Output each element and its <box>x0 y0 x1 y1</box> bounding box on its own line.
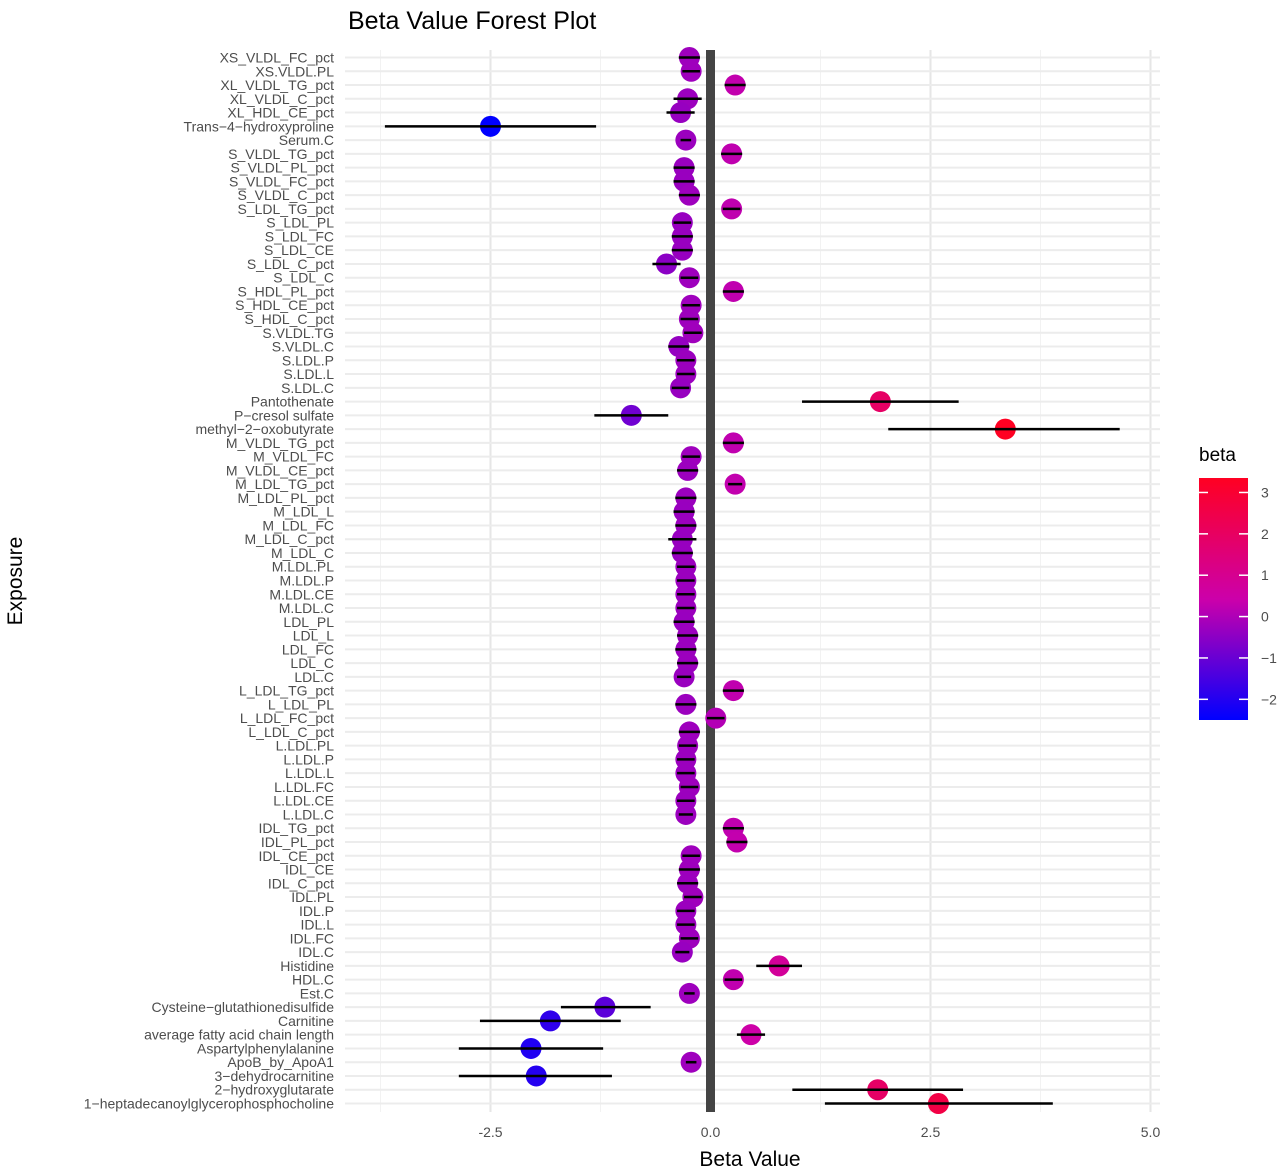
y-tick-label: L_LDL_C_pct <box>248 724 334 740</box>
y-tick-label: S_LDL_C_pct <box>247 256 334 272</box>
y-tick-label: S_HDL_CE_pct <box>235 297 334 313</box>
y-tick-label: S.VLDL.TG <box>262 325 334 341</box>
y-tick-label: LDL.C <box>294 669 334 685</box>
y-tick-label: S_LDL_FC <box>265 228 334 244</box>
y-tick-label: L.LDL.CE <box>273 793 334 809</box>
y-tick-label: M_LDL_PL_pct <box>237 490 334 506</box>
y-tick-label: M.LDL.PL <box>272 559 334 575</box>
y-tick-label: Trans−4−hydroxyproline <box>184 118 335 134</box>
y-tick-label: L.LDL.FC <box>274 779 334 795</box>
y-tick-label: S_VLDL_PL_pct <box>230 160 334 176</box>
y-tick-label: S.LDL.C <box>281 380 334 396</box>
legend-tick-label: 2 <box>1261 526 1269 542</box>
y-tick-label: XL_HDL_CE_pct <box>227 105 334 121</box>
y-tick-label: S.LDL.L <box>283 366 334 382</box>
y-tick-label: Histidine <box>280 958 334 974</box>
y-tick-label: S_HDL_C_pct <box>245 311 335 327</box>
y-tick-label: S_LDL_CE <box>264 242 334 258</box>
forest-rows: XS_VLDL_FC_pctXS.VLDL.PLXL_VLDL_TG_pctXL… <box>84 47 1120 1114</box>
y-tick-label: M_LDL_C <box>271 545 334 561</box>
y-tick-label: LDL_FC <box>282 641 334 657</box>
legend: beta 3 2 1 0 −1 −2 <box>1199 445 1277 720</box>
y-tick-label: HDL.C <box>292 972 334 988</box>
y-tick-label: S.LDL.P <box>282 352 334 368</box>
grid <box>345 50 1160 1112</box>
y-tick-label: L_LDL_TG_pct <box>239 683 334 699</box>
y-tick-label: S_LDL_PL <box>266 215 334 231</box>
y-tick-label: 1−heptadecanoylglycerophosphocholine <box>84 1096 334 1112</box>
y-tick-label: XS_VLDL_FC_pct <box>220 50 335 66</box>
y-tick-label: 3−dehydrocarnitine <box>215 1068 335 1084</box>
y-tick-label: average fatty acid chain length <box>144 1027 334 1043</box>
y-tick-label: 2−hydroxyglutarate <box>215 1082 335 1098</box>
y-tick-label: M.LDL.C <box>279 600 334 616</box>
y-tick-label: S_VLDL_TG_pct <box>228 146 334 162</box>
y-tick-label: S_VLDL_FC_pct <box>229 173 334 189</box>
y-tick-label: IDL_CE_pct <box>259 848 335 864</box>
y-tick-label: LDL_L <box>293 628 334 644</box>
y-tick-label: M_LDL_FC <box>262 517 334 533</box>
y-tick-label: M_VLDL_CE_pct <box>226 462 334 478</box>
y-tick-label: ApoB_by_ApoA1 <box>227 1054 334 1070</box>
x-tick-label: 0.0 <box>701 1124 721 1140</box>
y-tick-label: M_LDL_C_pct <box>245 531 335 547</box>
y-tick-label: S_VLDL_C_pct <box>237 187 334 203</box>
legend-colorbar <box>1199 478 1248 720</box>
x-tick-label: -2.5 <box>478 1124 502 1140</box>
y-tick-label: S.VLDL.C <box>272 339 334 355</box>
y-tick-label: LDL_PL <box>283 614 334 630</box>
y-tick-label: XS.VLDL.PL <box>255 63 334 79</box>
y-tick-label: M_VLDL_FC <box>253 449 334 465</box>
y-tick-label: XL_VLDL_TG_pct <box>220 77 334 93</box>
y-tick-label: L.LDL.P <box>283 751 334 767</box>
y-tick-label: L_LDL_FC_pct <box>240 710 334 726</box>
y-tick-label: LDL_C <box>290 655 334 671</box>
y-tick-label: M_LDL_L <box>273 504 334 520</box>
y-tick-label: Cysteine−glutathionedisulfide <box>151 999 334 1015</box>
x-tick-label: 5.0 <box>1141 1124 1161 1140</box>
y-tick-label: P−cresol sulfate <box>234 407 334 423</box>
y-tick-label: L_LDL_PL <box>268 696 334 712</box>
y-tick-label: XL_VLDL_C_pct <box>230 91 334 107</box>
y-tick-label: S_LDL_C <box>273 270 334 286</box>
x-axis: -2.5 0.0 2.5 5.0 <box>478 1124 1160 1140</box>
x-axis-title: Beta Value <box>699 1148 800 1171</box>
legend-tick-label: −2 <box>1261 691 1277 707</box>
legend-tick-label: 3 <box>1261 484 1269 500</box>
y-tick-label: Pantothenate <box>251 394 335 410</box>
y-tick-label: L.LDL.C <box>283 806 334 822</box>
legend-tick-label: 1 <box>1261 567 1269 583</box>
y-tick-label: Carnitine <box>278 1013 334 1029</box>
y-tick-label: Serum.C <box>279 132 334 148</box>
y-tick-label: IDL.C <box>298 944 334 960</box>
y-tick-label: S_LDL_TG_pct <box>238 201 335 217</box>
y-tick-label: M_LDL_TG_pct <box>235 476 334 492</box>
y-tick-label: IDL.FC <box>290 930 334 946</box>
y-tick-label: IDL.PL <box>291 889 334 905</box>
y-tick-label: IDL_CE <box>285 862 334 878</box>
y-tick-label: L.LDL.L <box>285 765 334 781</box>
y-axis-title: Exposure <box>4 537 27 626</box>
y-tick-label: methyl−2−oxobutyrate <box>195 421 334 437</box>
y-tick-label: M.LDL.CE <box>269 586 334 602</box>
y-tick-label: IDL.L <box>301 917 335 933</box>
legend-tick-label: −1 <box>1261 650 1277 666</box>
y-tick-label: M.LDL.P <box>280 573 334 589</box>
legend-title: beta <box>1199 445 1236 466</box>
y-tick-label: Aspartylphenylalanine <box>197 1040 334 1056</box>
y-tick-label: IDL_C_pct <box>268 875 334 891</box>
y-tick-label: M_VLDL_TG_pct <box>226 435 334 451</box>
y-tick-label: IDL_TG_pct <box>259 820 335 836</box>
y-tick-label: L.LDL.PL <box>276 738 335 754</box>
x-tick-label: 2.5 <box>921 1124 941 1140</box>
y-tick-label: IDL.P <box>299 903 334 919</box>
y-tick-label: IDL_PL_pct <box>261 834 334 850</box>
y-tick-label: S_HDL_PL_pct <box>237 283 334 299</box>
legend-tick-label: 0 <box>1261 609 1269 625</box>
chart-title: Beta Value Forest Plot <box>348 7 596 35</box>
y-tick-label: Est.C <box>300 985 334 1001</box>
